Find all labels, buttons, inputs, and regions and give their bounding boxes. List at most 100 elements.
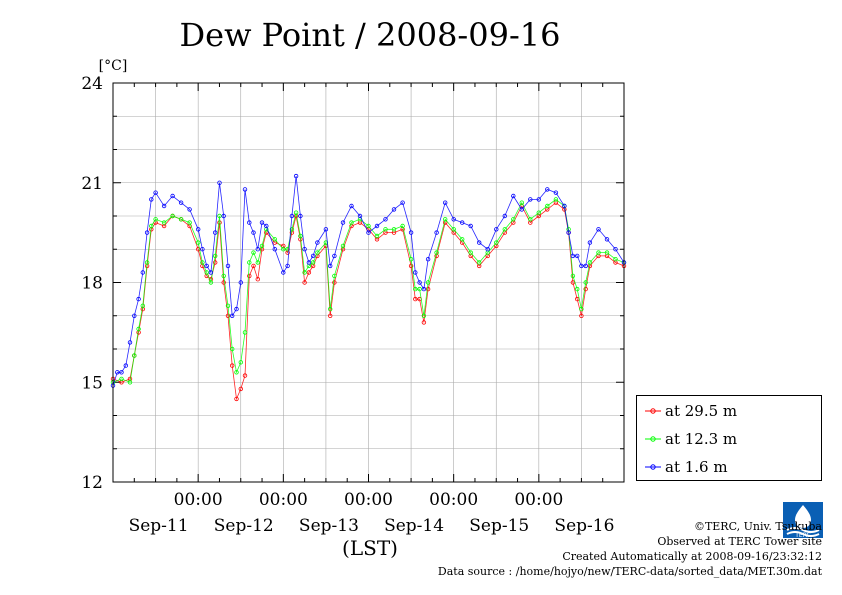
data-point [315,240,320,245]
data-point [229,363,235,368]
data-point [468,223,473,229]
data-point [604,237,610,242]
data-point [298,233,303,239]
x-tick-label-time: 00:00 [174,490,223,510]
legend-label: at 1.6 m [665,458,728,476]
data-point [545,187,550,192]
x-tick-label-time: 00:00 [514,490,563,510]
data-point [408,230,414,235]
data-point [596,250,601,255]
data-point [562,203,567,209]
data-point [434,250,439,255]
data-point [443,200,448,205]
data-point [234,306,239,312]
data-point [242,330,248,335]
data-point [587,240,593,245]
data-point [195,240,201,245]
data-point [421,313,427,318]
data-point [374,233,380,239]
data-point [332,280,337,285]
data-point [161,220,167,225]
legend-marker-red [645,408,661,414]
data-point [251,230,256,235]
data-point [238,386,243,392]
data-point [212,253,218,259]
data-point [528,197,533,202]
data-point [204,263,209,269]
data-point [306,270,312,275]
data-point [485,246,490,252]
data-point [255,260,260,265]
data-point [494,240,499,245]
data-point [289,213,295,219]
y-tick-label: 18 [81,274,103,294]
data-point [502,213,507,219]
data-point [187,207,192,212]
data-point [149,197,154,202]
data-point [229,346,235,352]
data-point [200,260,205,265]
data-point [408,263,414,269]
data-point [349,203,354,209]
data-point [451,217,456,222]
footer: ©TERC, Univ. Tsukuba Observed at TERC To… [438,519,822,579]
data-point [238,280,243,285]
data-point [149,223,154,229]
data-point [511,217,516,222]
data-point [528,217,533,222]
data-point [221,280,226,285]
data-point [212,260,218,265]
data-point [425,286,431,292]
data-point [613,246,618,252]
data-point [298,213,303,219]
data-point [575,286,580,292]
data-point [545,203,550,209]
data-point [293,173,299,179]
data-point [421,320,427,325]
data-point [579,313,584,318]
series-line [112,198,625,383]
data-point [579,263,584,269]
data-point [195,227,201,232]
data-point [332,253,337,259]
data-point [417,286,422,292]
data-point [553,197,559,202]
data-point [328,313,333,318]
x-tick-label-time: 00:00 [344,490,393,510]
data-point [127,340,133,345]
data-point [119,370,124,375]
y-axis-label: [°C] [99,58,128,74]
data-point [477,240,482,245]
data-point [349,220,354,225]
data-point [153,190,158,195]
grid [112,82,625,483]
data-point [242,187,248,192]
data-point [123,363,128,368]
data-point [583,280,588,285]
data-point [306,260,312,265]
terc-logo-icon: TERC [783,502,823,538]
legend-marker-blue [645,464,661,470]
data-point [340,243,346,249]
series-2 [110,173,627,388]
chart-title: Dew Point / 2008-09-16 [180,16,561,54]
data-point [217,180,222,185]
legend-marker-green [645,436,661,442]
data-point [328,263,333,269]
data-point [140,303,145,308]
data-point [127,380,133,385]
data-point [511,193,516,199]
copyright-text: ©TERC, Univ. Tsukuba [693,520,822,533]
data-point [604,250,610,255]
data-point [357,213,363,219]
x-tick-label-date: Sep-11 [129,516,189,536]
x-tick-label-date: Sep-12 [214,516,274,536]
data-point [302,246,307,252]
x-tick-label-time: 00:00 [429,490,478,510]
series-1 [110,197,627,385]
data-point [417,280,422,285]
data-point [613,257,618,262]
x-tick-label-date: Sep-15 [469,516,529,536]
legend-item-29-5m: at 29.5 m [645,401,737,421]
data-point [477,260,482,265]
